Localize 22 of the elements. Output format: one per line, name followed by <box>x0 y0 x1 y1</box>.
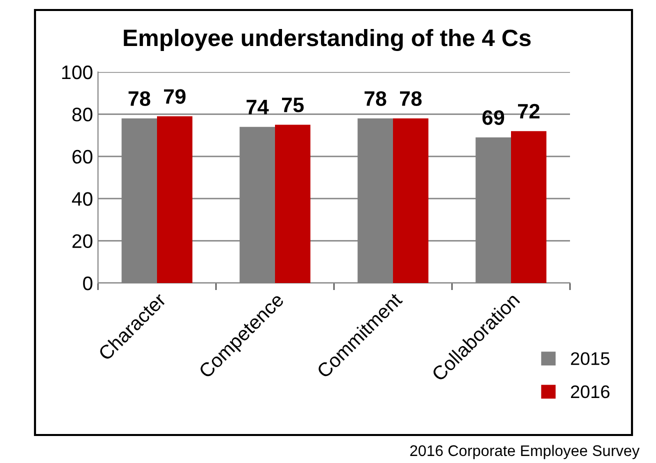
y-tick-label: 40 <box>72 192 92 206</box>
bar <box>393 118 428 283</box>
bar <box>157 116 192 283</box>
y-tick-label: 20 <box>72 234 92 248</box>
legend-label: 2016 <box>570 385 610 398</box>
text: 2016 Corporate Employee Survey <box>410 444 640 460</box>
data-label: 79 <box>164 89 186 104</box>
bar <box>275 124 310 283</box>
bar <box>511 131 546 283</box>
data-label: 72 <box>518 104 540 118</box>
y-tick-label: 100 <box>62 65 92 80</box>
legend-label: 2015 <box>570 352 610 366</box>
chart-title: Employee understanding of the 4 Cs <box>124 28 531 52</box>
data-label: 69 <box>482 110 504 125</box>
data-label: 74 <box>246 100 269 114</box>
y-tick-label: 0 <box>83 276 92 290</box>
data-label: 78 <box>364 91 386 106</box>
y-tick-label: 60 <box>72 150 92 164</box>
y-tick-label: 80 <box>72 108 92 122</box>
data-label: 78 <box>128 91 150 106</box>
data-label: 78 <box>400 91 422 106</box>
data-label: 75 <box>282 98 304 112</box>
